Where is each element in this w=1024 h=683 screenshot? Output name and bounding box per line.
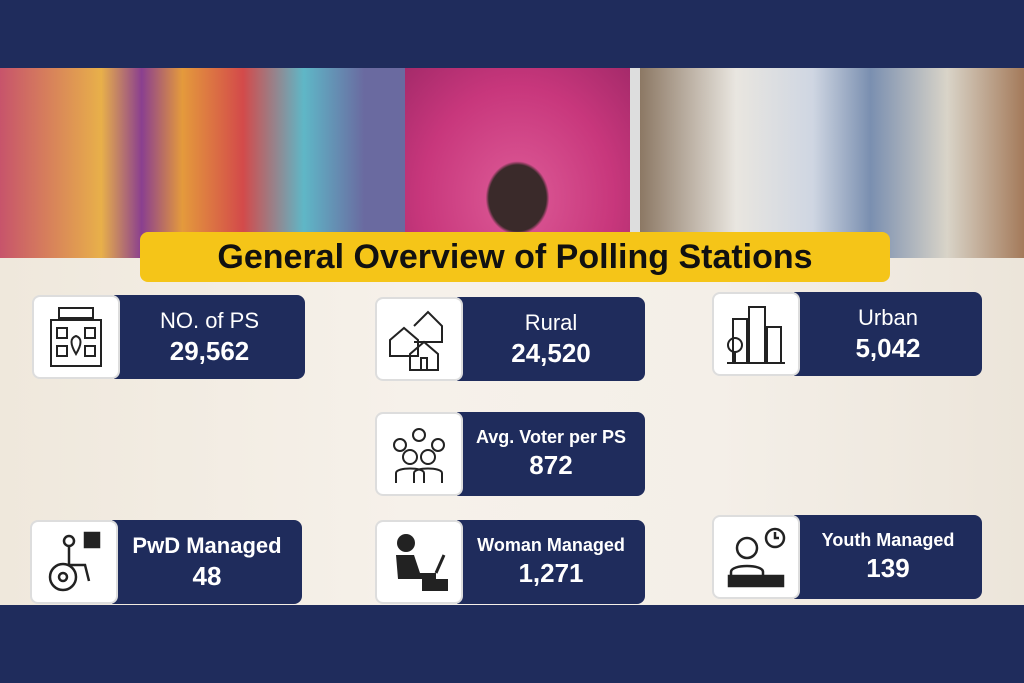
stat-value: 29,562 xyxy=(169,335,250,366)
stat-card-rural: Rural 24,520 xyxy=(375,297,645,381)
stat-label: Urban xyxy=(858,304,918,330)
stat-card-woman: Woman Managed 1,271 xyxy=(375,520,645,604)
wheelchair-icon xyxy=(30,520,118,604)
stat-value: 139 xyxy=(866,553,910,583)
stat-card-urban: Urban 5,042 xyxy=(712,292,982,376)
stat-label: NO. of PS xyxy=(159,307,260,333)
top-band xyxy=(0,0,1024,68)
stat-label: Youth Managed xyxy=(821,530,955,550)
stat-label: Avg. Voter per PS xyxy=(475,427,627,447)
stat-card-avg-voter: Avg. Voter per PS 872 xyxy=(375,412,645,496)
stat-card-youth: Youth Managed 139 xyxy=(712,515,982,599)
voters-group-icon xyxy=(375,412,463,496)
vote-building-icon xyxy=(32,295,120,379)
urban-buildings-icon xyxy=(712,292,800,376)
page-title: General Overview of Polling Stations xyxy=(140,232,890,282)
stat-label: PwD Managed xyxy=(132,532,282,558)
stat-card-ps: NO. of PS 29,562 xyxy=(32,295,305,379)
woman-laptop-icon xyxy=(375,520,463,604)
rural-houses-icon xyxy=(375,297,463,381)
stat-label: Rural xyxy=(524,309,578,335)
youth-desk-icon xyxy=(712,515,800,599)
stat-value: 48 xyxy=(192,560,222,591)
stat-value: 24,520 xyxy=(511,337,591,368)
stat-value: 1,271 xyxy=(518,558,584,588)
stat-value: 5,042 xyxy=(855,332,921,363)
bottom-band xyxy=(0,605,1024,683)
stat-card-pwd: PwD Managed 48 xyxy=(30,520,302,604)
photo-collage xyxy=(0,68,1024,268)
stat-value: 872 xyxy=(529,450,573,480)
stat-label: Woman Managed xyxy=(477,535,625,555)
